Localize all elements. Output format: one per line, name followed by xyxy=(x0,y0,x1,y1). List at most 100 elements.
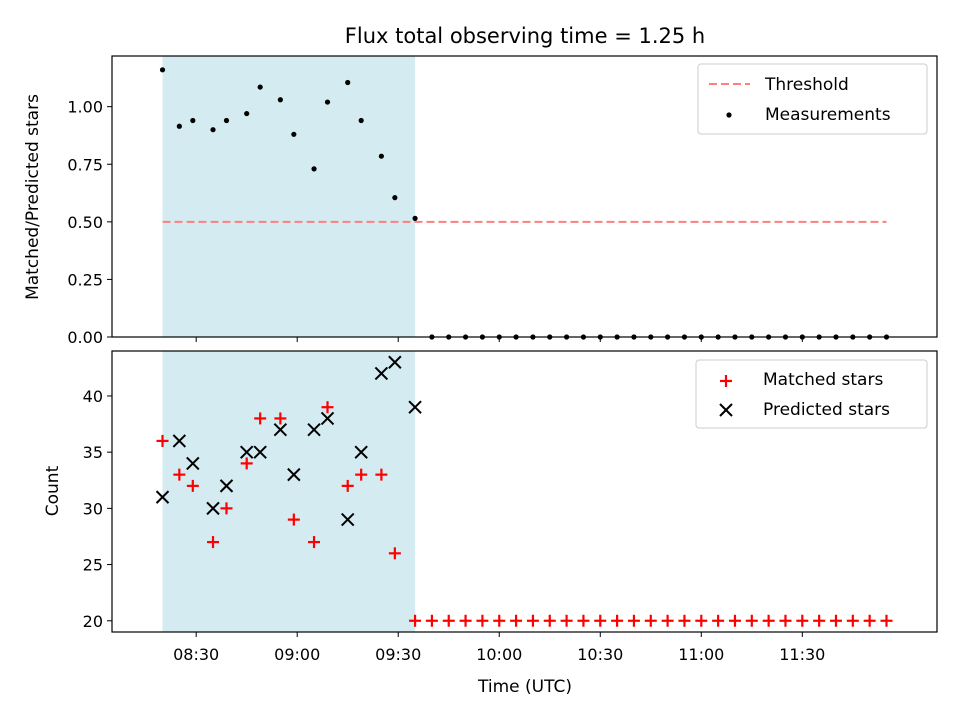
matched-star-marker xyxy=(712,614,725,627)
matched-star-marker xyxy=(695,614,708,627)
matched-star-marker xyxy=(560,614,573,627)
measurement-point xyxy=(223,117,230,124)
predicted-star-marker xyxy=(307,422,321,437)
matched-star-marker xyxy=(493,614,506,627)
matched-star-marker xyxy=(341,479,354,492)
measurement-point xyxy=(378,153,384,159)
xtick-label: 08:30 xyxy=(173,645,219,664)
measurements-legend-swatch xyxy=(726,112,732,118)
threshold-legend-label: Threshold xyxy=(764,75,849,95)
matched-star-marker xyxy=(762,614,775,627)
measurement-point xyxy=(412,215,418,221)
top-legend: Threshold Measurements xyxy=(697,63,928,135)
matched-star-marker xyxy=(240,457,253,470)
xtick-label: 09:30 xyxy=(375,645,421,664)
bottom-y-axis: 20 25 30 35 40 xyxy=(83,387,112,631)
bottom-legend: Matched stars Predicted stars xyxy=(695,359,928,429)
matched-star-marker xyxy=(829,614,842,627)
matched-star-marker xyxy=(543,614,556,627)
bottom-y-axis-label: Count xyxy=(43,465,63,516)
matched-star-marker xyxy=(594,614,607,627)
matched-star-marker xyxy=(476,614,489,627)
matched-star-marker xyxy=(425,614,438,627)
matched-star-marker xyxy=(728,614,741,627)
matched-star-marker xyxy=(644,614,657,627)
matched-star-marker xyxy=(207,536,220,549)
matched-star-marker xyxy=(409,614,422,627)
measurement-point xyxy=(392,195,398,201)
bottom-ytick-label: 30 xyxy=(83,499,103,518)
predicted-legend-swatch xyxy=(719,403,733,417)
matched-star-marker xyxy=(375,468,388,481)
matched-star-marker xyxy=(813,614,826,627)
measurement-point xyxy=(210,127,216,133)
bottom-ytick-label: 40 xyxy=(83,387,103,406)
measurement-point xyxy=(159,67,166,73)
matched-star-marker xyxy=(388,547,401,560)
top-ytick-label: 0.00 xyxy=(67,328,103,347)
measurement-point xyxy=(324,99,331,105)
matched-star-marker xyxy=(661,614,674,627)
xtick-label: 10:00 xyxy=(476,645,522,664)
matched-star-marker xyxy=(796,614,809,627)
matched-star-marker xyxy=(156,434,169,447)
predicted-star-marker xyxy=(186,456,200,471)
matched-legend-label: Matched stars xyxy=(763,370,883,390)
bottom-ytick-label: 20 xyxy=(83,612,103,631)
measurement-point xyxy=(244,110,250,117)
matched-star-marker xyxy=(510,614,523,627)
predicted-star-marker xyxy=(273,422,288,437)
predicted-star-marker xyxy=(408,400,422,414)
matched-star-marker xyxy=(526,614,539,627)
matched-star-marker xyxy=(678,614,691,627)
xtick-label: 11:00 xyxy=(678,645,724,664)
matched-star-marker xyxy=(577,614,590,627)
measurement-point xyxy=(257,84,263,90)
predicted-star-markers xyxy=(155,355,422,527)
predicted-star-marker xyxy=(287,467,301,482)
xtick-label: 10:30 xyxy=(577,645,623,664)
predicted-star-marker xyxy=(374,366,389,381)
top-plot-frame xyxy=(111,55,938,338)
matched-star-marker xyxy=(220,502,233,515)
top-ytick-label: 0.50 xyxy=(67,213,103,232)
matched-star-marker xyxy=(880,614,893,627)
matched-star-marker xyxy=(611,614,624,627)
measurement-point xyxy=(277,97,283,103)
bottom-x-axis: 08:30 09:00 09:30 10:00 10:30 11:00 11:30 xyxy=(173,632,825,664)
measurement-points xyxy=(159,67,890,340)
top-shaded-region xyxy=(162,56,416,337)
top-panel: 0.00 0.25 0.50 0.75 1.00 Matched/Predicted s… xyxy=(23,55,938,347)
xtick-label: 09:00 xyxy=(274,645,320,664)
predicted-star-marker xyxy=(354,445,368,459)
chart-title: Flux total observing time = 1.25 h xyxy=(345,24,705,48)
predicted-star-marker xyxy=(239,445,254,459)
matched-star-marker xyxy=(173,468,186,481)
top-y-axis: 0.00 0.25 0.50 0.75 1.00 xyxy=(67,98,112,347)
matched-star-marker xyxy=(274,412,287,425)
measurement-point xyxy=(345,79,351,86)
predicted-star-marker xyxy=(155,490,170,504)
measurement-point xyxy=(176,123,182,129)
matched-star-marker xyxy=(779,614,792,627)
bottom-panel: 20 25 30 35 40 08:30 09:00 09:30 10:00 10:30 11:0… xyxy=(43,350,938,697)
matched-star-marker xyxy=(321,401,334,414)
matched-star-marker xyxy=(355,468,368,481)
measurements-legend-label: Measurements xyxy=(765,105,891,125)
matched-star-marker xyxy=(627,614,640,627)
measurement-point xyxy=(190,117,196,124)
bottom-plot-frame xyxy=(111,350,938,633)
measurement-point xyxy=(311,166,317,172)
predicted-star-marker xyxy=(206,501,220,516)
top-ytick-label: 0.75 xyxy=(67,155,103,174)
bottom-shaded-region xyxy=(162,351,416,632)
matched-star-marker xyxy=(863,614,876,627)
matched-star-markers xyxy=(156,401,893,627)
matched-star-marker xyxy=(254,412,267,425)
measurement-point xyxy=(358,117,364,124)
bottom-ytick-label: 35 xyxy=(83,443,103,462)
matched-star-marker xyxy=(745,614,758,627)
predicted-star-marker xyxy=(341,512,355,527)
matched-star-marker xyxy=(442,614,455,627)
